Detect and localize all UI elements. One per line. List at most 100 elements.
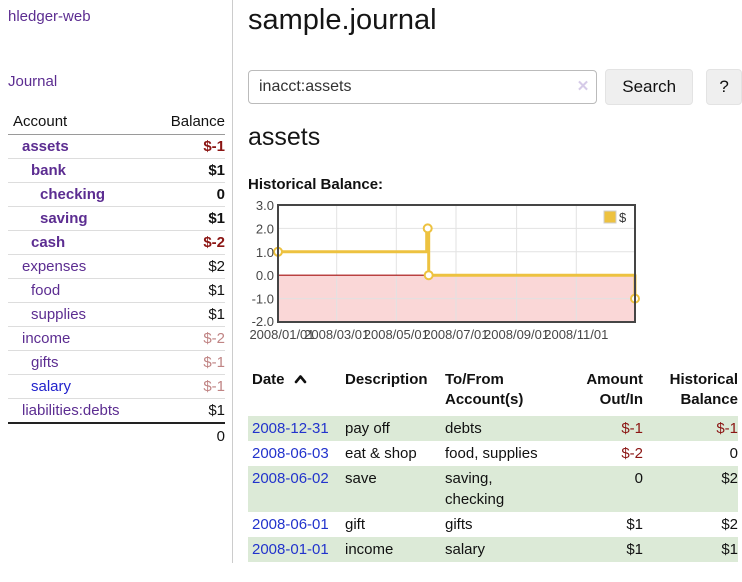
svg-text:2.0: 2.0 [256, 221, 274, 236]
account-balance: $-1 [203, 354, 225, 371]
account-link[interactable]: expenses [22, 258, 87, 275]
account-balance: $1 [208, 162, 225, 179]
transaction-amount: 0 [634, 470, 643, 487]
svg-text:2008/01/01: 2008/01/01 [249, 327, 314, 342]
transaction-description: gift [345, 516, 366, 533]
account-link[interactable]: liabilities:debts [22, 402, 120, 419]
account-link[interactable]: supplies [31, 306, 87, 323]
svg-text:-2.0: -2.0 [252, 314, 274, 329]
clear-search-icon[interactable]: ✕ [576, 78, 590, 95]
account-balance: $-1 [203, 138, 225, 155]
search-button[interactable]: Search [605, 69, 694, 105]
svg-text:2008/05/01: 2008/05/01 [364, 327, 429, 342]
accounts-total-row: 0 [8, 424, 225, 449]
account-balance: $1 [208, 402, 225, 419]
account-balance: $-2 [203, 234, 225, 251]
chart-title: Historical Balance: [248, 176, 384, 193]
account-row-cash: cash $-2 [8, 231, 225, 255]
account-link[interactable]: checking [40, 186, 106, 203]
account-balance: $-2 [203, 330, 225, 347]
svg-text:2008/03/01: 2008/03/01 [304, 327, 369, 342]
main-content: sample.journal ✕ Search ? assets Histori… [248, 0, 742, 562]
transaction-amount: $-1 [621, 420, 643, 437]
transaction-accounts: food, supplies [445, 445, 538, 462]
account-link[interactable]: saving [40, 210, 88, 227]
chart-legend: $ [600, 208, 633, 227]
sort-ascending-icon [294, 375, 306, 384]
account-row-bank: bank $1 [8, 159, 225, 183]
account-balance: $1 [208, 306, 225, 323]
date-header-label: Date [252, 371, 285, 388]
transaction-accounts: debts [445, 420, 482, 437]
account-link[interactable]: bank [31, 162, 67, 179]
svg-text:2008/11/01: 2008/11/01 [544, 327, 608, 342]
accounts-table-header: Account Balance [8, 110, 225, 135]
register-header-amount: Amount Out/In [586, 371, 643, 408]
legend-label: $ [619, 210, 627, 225]
register-row: 2008-12-31 pay off debts $-1 $-1 [248, 416, 738, 441]
page-title: sample.journal [248, 4, 437, 36]
account-row-gifts: gifts $-1 [8, 351, 225, 375]
svg-text:3.0: 3.0 [256, 201, 274, 213]
svg-text:-1.0: -1.0 [252, 292, 274, 307]
transaction-date-link[interactable]: 2008-12-31 [252, 420, 329, 437]
account-link[interactable]: salary [31, 378, 72, 395]
register-row: 2008-01-01 income salary $1 $1 [248, 537, 738, 562]
transaction-accounts: salary [445, 541, 486, 558]
register-table: Date Description To/From Account(s) Amou… [248, 368, 738, 562]
transaction-date-link[interactable]: 2008-06-02 [252, 470, 329, 487]
svg-text:2008/09/01: 2008/09/01 [484, 327, 549, 342]
chart-canvas: $ 3.0 2.0 1.0 0.0 -1.0 -2.0 2008/01/01 2… [249, 198, 640, 342]
help-button[interactable]: ? [706, 69, 742, 105]
account-row-expenses: expenses $2 [8, 255, 225, 279]
register-header-balance: Historical Balance [669, 371, 738, 408]
sidebar-item-journal[interactable]: Journal [8, 73, 58, 90]
account-row-supplies: supplies $1 [8, 303, 225, 327]
account-row-salary: salary $-1 [8, 375, 225, 399]
account-link[interactable]: income [22, 330, 71, 347]
transaction-balance: $2 [721, 516, 738, 533]
account-row-income: income $-2 [8, 327, 225, 351]
account-balance: $1 [208, 210, 225, 227]
account-link[interactable]: gifts [31, 354, 59, 371]
legend-color-swatch [603, 210, 617, 224]
register-header-date[interactable]: Date [248, 368, 345, 416]
app-title-link[interactable]: hledger-web [8, 8, 91, 25]
transaction-description: pay off [345, 420, 390, 437]
account-link[interactable]: cash [31, 234, 66, 251]
account-link[interactable]: assets [22, 138, 69, 155]
transaction-accounts: saving, checking [445, 470, 505, 508]
transaction-balance: $2 [721, 470, 738, 487]
transaction-amount: $1 [626, 541, 643, 558]
account-row-assets: assets $-1 [8, 135, 225, 159]
transaction-date-link[interactable]: 2008-06-03 [252, 445, 329, 462]
account-balance: $2 [208, 258, 225, 275]
historical-balance-chart: $ 3.0 2.0 1.0 0.0 -1.0 -2.0 2008/01/01 2… [248, 198, 742, 354]
account-balance: $1 [208, 282, 225, 299]
accounts-header-account: Account [13, 113, 68, 130]
chart-border [277, 204, 636, 323]
transaction-description: save [345, 470, 377, 487]
accounts-table: Account Balance assets $-1 bank $1 check… [8, 110, 225, 449]
search-form: ✕ Search ? [248, 69, 742, 105]
transaction-description: eat & shop [345, 445, 417, 462]
account-link[interactable]: food [31, 282, 61, 299]
register-header-accounts: To/From Account(s) [445, 371, 524, 408]
svg-text:0.0: 0.0 [256, 268, 274, 283]
transaction-amount: $1 [626, 516, 643, 533]
accounts-total-value: 0 [216, 428, 225, 445]
accounts-header-balance: Balance [170, 113, 225, 130]
transaction-balance: $-1 [716, 420, 738, 437]
transaction-balance: 0 [729, 445, 738, 462]
register-row: 2008-06-01 gift gifts $1 $2 [248, 512, 738, 537]
register-header-row: Date Description To/From Account(s) Amou… [248, 368, 738, 416]
account-row-checking: checking 0 [8, 183, 225, 207]
transaction-accounts: gifts [445, 516, 473, 533]
transaction-description: income [345, 541, 394, 558]
transaction-date-link[interactable]: 2008-01-01 [252, 541, 329, 558]
transaction-date-link[interactable]: 2008-06-01 [252, 516, 329, 533]
register-row: 2008-06-03 eat & shop food, supplies $-2… [248, 441, 738, 466]
svg-text:1.0: 1.0 [256, 245, 274, 260]
chart-x-axis-labels: 2008/01/01 2008/03/01 2008/05/01 2008/07… [249, 327, 608, 342]
search-input[interactable] [248, 70, 598, 104]
